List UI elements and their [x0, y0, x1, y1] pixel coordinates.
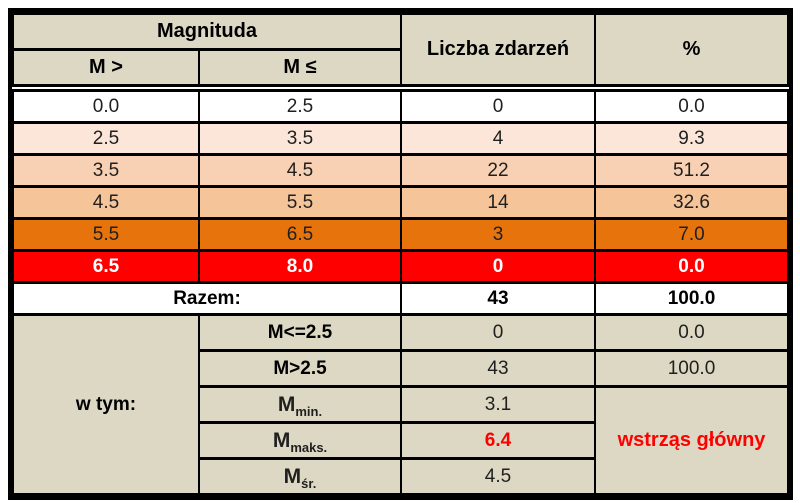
cell-count: 0	[400, 86, 596, 124]
cell-m-le: 5.5	[198, 185, 402, 220]
m-min-sub: min.	[295, 403, 323, 419]
summary-row-4: Mśr. 4.5	[13, 457, 788, 496]
cell-pct: 32.6	[594, 185, 789, 220]
cell-pct: 0.0	[594, 86, 789, 124]
cell-count: 14	[400, 185, 596, 220]
data-row-1: 2.5 3.5 4 9.3	[12, 121, 789, 156]
cell-m-gt: 3.5	[12, 153, 200, 188]
summary-label-m-gt-25: M>2.5	[198, 349, 402, 388]
cell-m-gt: 0.0	[12, 86, 200, 124]
summary-row-3: Mmaks. 6.4	[13, 421, 788, 460]
data-row-4: 5.5 6.5 3 7.0	[12, 217, 789, 252]
summary-count: 0	[400, 313, 596, 352]
m-maks-sub: maks.	[290, 439, 328, 455]
cell-m-gt: 6.5	[12, 249, 200, 284]
summary-pct: 0.0	[594, 313, 789, 352]
summary-count: 3.1	[400, 385, 596, 424]
cell-m-le: 8.0	[198, 249, 402, 284]
summary-pct: 100.0	[594, 349, 789, 388]
cell-pct: 7.0	[594, 217, 789, 252]
header-row-1: Magnituda Liczba zdarzeń %	[12, 12, 789, 92]
header-liczba-zdarzen: Liczba zdarzeń	[400, 12, 596, 92]
summary-row-0: w tym: M<=2.5 0 0.0	[12, 313, 789, 496]
cell-pct: 51.2	[594, 153, 789, 188]
header-row-2: M > M ≤	[12, 48, 788, 92]
summary-label-m-maks: Mmaks.	[198, 421, 402, 460]
cell-pct: 9.3	[594, 121, 789, 156]
summary-section-label: w tym:	[12, 313, 200, 496]
cell-pct: 0.0	[594, 249, 789, 284]
cell-m-le: 2.5	[198, 86, 402, 124]
cell-m-gt: 4.5	[12, 185, 200, 220]
magnitude-table-grid: Magnituda Liczba zdarzeń % M > M ≤ 0.0 2…	[12, 12, 789, 496]
cell-m-le: 6.5	[198, 217, 402, 252]
main-shock-note: wstrząs główny	[594, 385, 789, 496]
total-label: Razem:	[12, 281, 402, 316]
summary-count: 4.5	[400, 457, 596, 496]
header-magnituda: Magnituda	[12, 12, 402, 51]
cell-count: 0	[400, 249, 596, 284]
m-min-main: M	[277, 392, 296, 416]
summary-count-m-maks: 6.4	[400, 421, 596, 460]
m-maks-main: M	[272, 428, 291, 452]
m-sr-sub: śr.	[301, 475, 317, 491]
magnitude-table: Magnituda Liczba zdarzeń % M > M ≤ 0.0 2…	[8, 8, 793, 500]
m-sr-main: M	[283, 464, 302, 488]
summary-label-m-min: Mmin.	[198, 385, 402, 424]
cell-m-gt: 2.5	[12, 121, 200, 156]
header-m-gt: M >	[12, 48, 200, 92]
summary-row-1: M>2.5 43 100.0	[13, 349, 789, 388]
cell-m-le: 4.5	[198, 153, 402, 188]
cell-count: 4	[400, 121, 596, 156]
cell-count: 3	[400, 217, 596, 252]
header-m-le: M ≤	[198, 48, 402, 92]
summary-label-m-le-25: M<=2.5	[198, 313, 402, 352]
total-count: 43	[400, 281, 596, 316]
summary-count: 43	[400, 349, 596, 388]
header-percent: %	[594, 12, 789, 92]
summary-row-2: Mmin. 3.1 wstrząs główny	[13, 385, 789, 496]
cell-m-gt: 5.5	[12, 217, 200, 252]
summary-label-m-sr: Mśr.	[198, 457, 402, 496]
data-row-3: 4.5 5.5 14 32.6	[12, 185, 789, 220]
total-row: Razem: 43 100.0	[12, 281, 789, 316]
data-row-2: 3.5 4.5 22 51.2	[12, 153, 789, 188]
total-pct: 100.0	[594, 281, 789, 316]
data-row-5: 6.5 8.0 0 0.0	[12, 249, 789, 284]
cell-count: 22	[400, 153, 596, 188]
data-row-0: 0.0 2.5 0 0.0	[12, 86, 789, 124]
cell-m-le: 3.5	[198, 121, 402, 156]
